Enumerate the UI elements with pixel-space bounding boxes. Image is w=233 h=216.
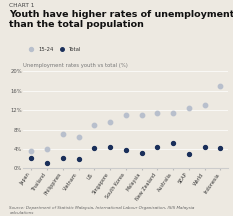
Total: [171, 141, 175, 145]
Total: [203, 145, 206, 148]
15-24: [124, 113, 128, 117]
15-24: [45, 147, 49, 151]
15-24: [140, 113, 144, 117]
Total: [93, 146, 96, 150]
Total: [124, 148, 128, 152]
15-24: [171, 111, 175, 114]
Total: [155, 145, 159, 148]
15-24: [108, 121, 112, 124]
Total: [108, 145, 112, 148]
Total: [45, 161, 49, 164]
Total: [77, 157, 80, 160]
15-24: [219, 84, 222, 88]
15-24: [61, 133, 65, 136]
15-24: [93, 123, 96, 127]
15-24: [203, 104, 206, 107]
Total: [140, 152, 144, 155]
Text: CHART 1: CHART 1: [9, 3, 35, 8]
Total: [187, 152, 191, 156]
Total: [61, 156, 65, 159]
15-24: [29, 150, 33, 153]
Legend: 15-24, Total: 15-24, Total: [26, 47, 81, 52]
Text: Youth have higher rates of unemployment
than the total population: Youth have higher rates of unemployment …: [9, 10, 233, 29]
15-24: [155, 111, 159, 114]
Text: Source: Department of Statistic Malaysia, International Labour Organisation, ISI: Source: Department of Statistic Malaysia…: [9, 206, 195, 215]
15-24: [77, 135, 80, 139]
Total: [219, 146, 222, 150]
15-24: [187, 106, 191, 110]
Text: Unemployment rates youth vs total (%): Unemployment rates youth vs total (%): [23, 63, 128, 68]
Total: [29, 156, 33, 159]
